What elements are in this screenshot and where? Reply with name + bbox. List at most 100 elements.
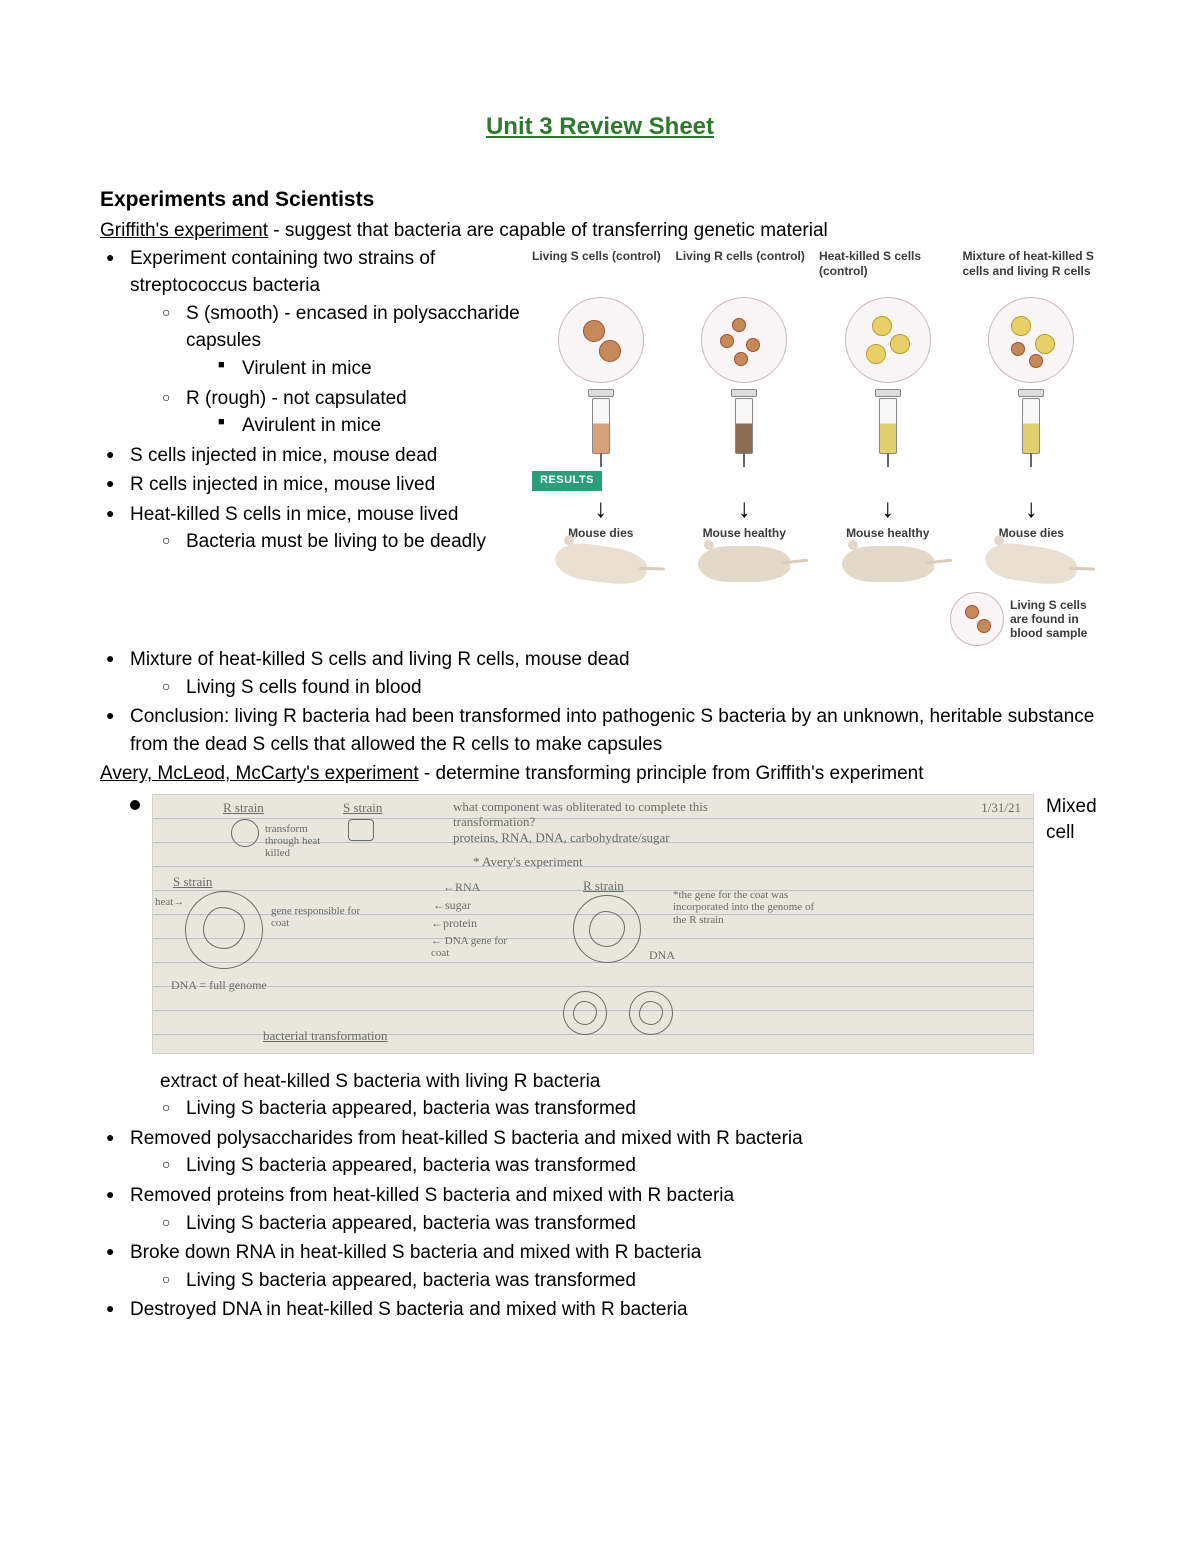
list-item: Mixture of heat-killed S cells and livin…	[100, 646, 1100, 701]
list-item: Avirulent in mice	[216, 412, 520, 440]
list-item: Living S bacteria appeared, bacteria was…	[160, 1152, 1100, 1180]
list-item: S cells injected in mice, mouse dead	[100, 442, 520, 470]
arrow-down-icon: ↓	[594, 495, 607, 521]
results-badge: RESULTS	[532, 471, 602, 491]
arrow-down-icon: ↓	[881, 495, 894, 521]
blood-note-text: Living S cells are found in blood sample	[1010, 598, 1100, 641]
petri-dish-icon	[988, 297, 1074, 383]
list-item: Destroyed DNA in heat-killed S bacteria …	[100, 1296, 1100, 1324]
griffith-bullets-cont: Mixture of heat-killed S cells and livin…	[100, 646, 1100, 758]
diagram-column: Heat-killed S cells (control)	[819, 249, 957, 465]
syringe-icon	[592, 398, 610, 454]
note-text: 1/31/21	[981, 799, 1021, 818]
list-item: Conclusion: living R bacteria had been t…	[100, 703, 1100, 758]
page-title: Unit 3 Review Sheet	[100, 110, 1100, 145]
griffith-name: Griffith's experiment	[100, 220, 268, 241]
text: Heat-killed S cells in mice, mouse lived	[130, 504, 458, 525]
text: R (rough) - not capsulated	[186, 388, 407, 409]
note-text: DNA = full genome	[171, 977, 267, 994]
note-text: transform through heat killed	[265, 823, 337, 859]
note-text: R strain	[223, 799, 264, 818]
outcome-label: Mouse healthy	[846, 525, 929, 542]
list-item: Experiment containing two strains of str…	[100, 245, 520, 440]
list-item: Removed proteins from heat-killed S bact…	[100, 1182, 1100, 1237]
note-text: gene responsible for coat	[271, 905, 381, 929]
note-text: S strain	[173, 873, 212, 892]
avery-name: Avery, McLeod, McCarty's experiment	[100, 763, 419, 784]
list-item: Living S bacteria appeared, bacteria was…	[160, 1267, 1100, 1295]
mouse-icon	[553, 540, 649, 588]
avery-bullets: Removed polysaccharides from heat-killed…	[100, 1125, 1100, 1324]
petri-dish-icon	[845, 297, 931, 383]
note-text: ←sugar	[433, 897, 471, 914]
mouse-icon	[983, 540, 1079, 588]
outcome-column: ↓ Mouse healthy	[676, 493, 814, 582]
note-text: ←RNA	[443, 879, 480, 896]
mouse-icon	[842, 546, 934, 582]
text: Broke down RNA in heat-killed S bacteria…	[130, 1242, 701, 1263]
griffith-diagram: Living S cells (control)Living R cells (…	[532, 245, 1100, 646]
note-text: S strain	[343, 799, 382, 818]
diagram-column: Living R cells (control)	[676, 249, 814, 465]
list-item: Removed polysaccharides from heat-killed…	[100, 1125, 1100, 1180]
outcome-column: ↓ Mouse dies	[963, 493, 1101, 582]
text: Removed polysaccharides from heat-killed…	[130, 1128, 803, 1149]
note-text: * Avery's experiment	[473, 853, 583, 872]
avery-heading: Avery, McLeod, McCarty's experiment - de…	[100, 760, 1100, 788]
griffith-rest: - suggest that bacteria are capable of t…	[268, 220, 828, 241]
text: cell	[1046, 820, 1100, 847]
outcome-column: ↓ Mouse dies	[532, 493, 670, 582]
column-label: Living R cells (control)	[676, 249, 814, 293]
text: Mixture of heat-killed S cells and livin…	[130, 649, 630, 670]
note-text: what component was obliterated to comple…	[453, 799, 753, 830]
note-text: DNA	[649, 947, 675, 964]
list-item: Living S bacteria appeared, bacteria was…	[160, 1210, 1100, 1238]
list-item: Broke down RNA in heat-killed S bacteria…	[100, 1239, 1100, 1294]
outcome-label: Mouse healthy	[703, 525, 786, 542]
syringe-icon	[1022, 398, 1040, 454]
section-header: Experiments and Scientists	[100, 185, 1100, 215]
diagram-column: Mixture of heat-killed S cells and livin…	[963, 249, 1101, 465]
text: Experiment containing two strains of str…	[130, 248, 435, 297]
note-text: ←protein	[431, 915, 477, 932]
mouse-icon	[698, 546, 790, 582]
list-item: Heat-killed S cells in mice, mouse lived…	[100, 501, 520, 556]
blood-note: Living S cells are found in blood sample	[532, 592, 1100, 646]
list-item: Living S bacteria appeared, bacteria was…	[160, 1095, 1100, 1123]
note-text: heat→	[155, 895, 184, 911]
griffith-heading: Griffith's experiment - suggest that bac…	[100, 217, 1100, 245]
column-label: Living S cells (control)	[532, 249, 670, 293]
petri-dish-icon	[701, 297, 787, 383]
list-item: S (smooth) - encased in polysaccharide c…	[160, 300, 520, 383]
column-label: Heat-killed S cells (control)	[819, 249, 957, 293]
diagram-column: Living S cells (control)	[532, 249, 670, 465]
note-text: bacterial transformation	[263, 1027, 388, 1046]
list-item: Bacteria must be living to be deadly	[160, 528, 520, 556]
avery-side-text: Mixed cell	[1046, 794, 1100, 847]
note-text: R strain	[583, 877, 624, 896]
text: Mixed	[1046, 794, 1100, 821]
list-item: Virulent in mice	[216, 355, 520, 383]
arrow-down-icon: ↓	[738, 495, 751, 521]
text: Removed proteins from heat-killed S bact…	[130, 1185, 734, 1206]
syringe-icon	[879, 398, 897, 454]
outcome-label: Mouse dies	[568, 525, 633, 542]
outcome-column: ↓ Mouse healthy	[819, 493, 957, 582]
list-item: R (rough) - not capsulated Avirulent in …	[160, 385, 520, 440]
column-label: Mixture of heat-killed S cells and livin…	[963, 249, 1101, 293]
outcome-label: Mouse dies	[999, 525, 1064, 542]
avery-rest: - determine transforming principle from …	[419, 763, 924, 784]
text: S (smooth) - encased in polysaccharide c…	[186, 303, 520, 352]
list-item: R cells injected in mice, mouse lived	[100, 471, 520, 499]
griffith-bullets: Experiment containing two strains of str…	[100, 245, 520, 556]
arrow-down-icon: ↓	[1025, 495, 1038, 521]
bullet-icon	[130, 800, 140, 810]
avery-diagram: R strain S strain transform through heat…	[152, 794, 1034, 1054]
note-text: *the gene for the coat was incorporated …	[673, 889, 823, 927]
petri-dish-icon	[558, 297, 644, 383]
avery-after-text: extract of heat-killed S bacteria with l…	[160, 1068, 1100, 1096]
note-text: ← DNA gene for coat	[431, 935, 511, 959]
list-item: Living S cells found in blood	[160, 674, 1100, 702]
note-text: proteins, RNA, DNA, carbohydrate/sugar	[453, 829, 783, 848]
syringe-icon	[735, 398, 753, 454]
